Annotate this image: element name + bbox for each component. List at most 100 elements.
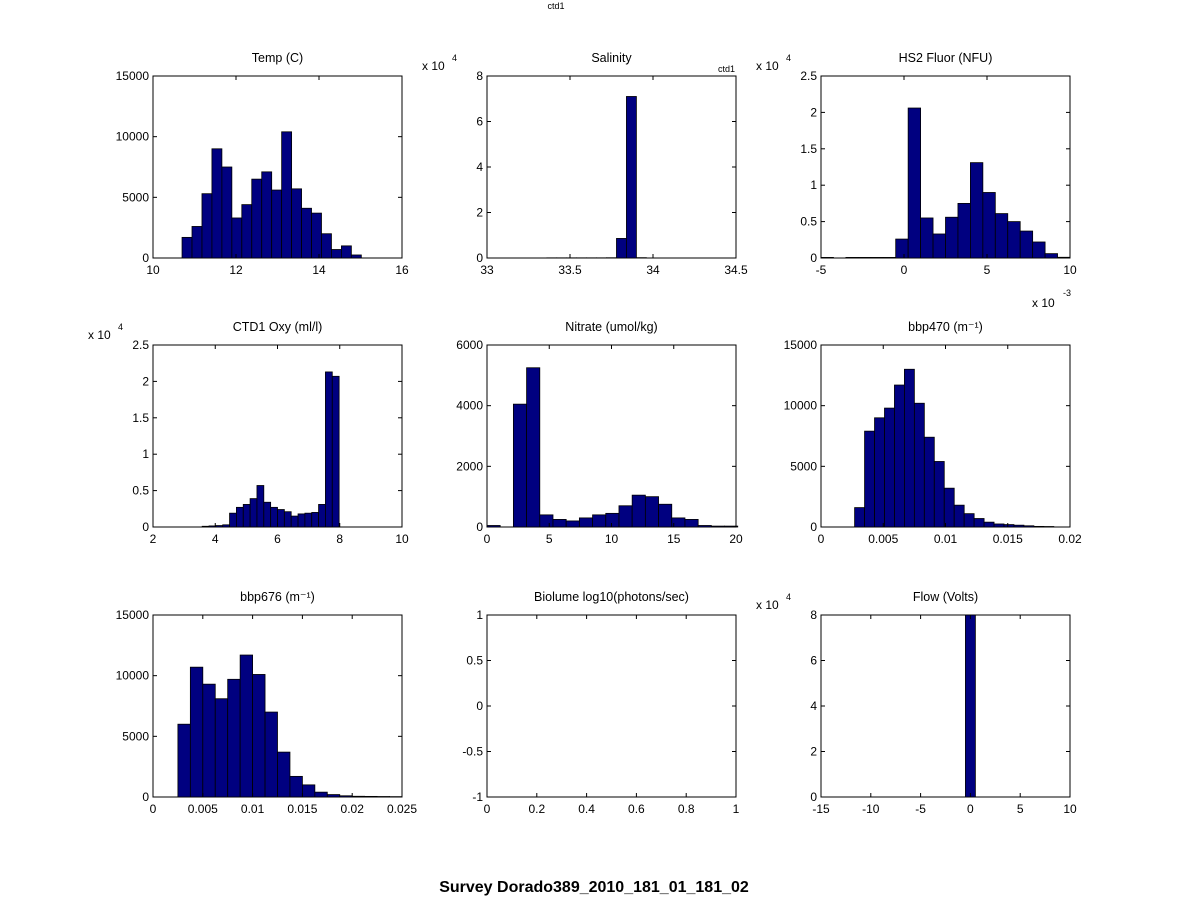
histogram-bar <box>289 775 303 798</box>
x-tick-label: 0.015 <box>287 802 317 816</box>
x-tick-label: 0 <box>967 802 974 816</box>
histogram-bar <box>870 257 884 259</box>
y-multiplier-label: x 10 <box>756 598 779 612</box>
histogram-bar <box>177 723 191 798</box>
histogram-bar <box>191 226 203 259</box>
histogram-bar <box>1044 253 1058 259</box>
x-tick-label: 10 <box>605 532 619 546</box>
histogram-bar <box>945 216 959 259</box>
histogram-panel: 0 5 10 15 20 0 2000 4000 6000 Nitrate (umol/kg) <box>456 320 743 546</box>
x-tick-label: 0.8 <box>678 802 695 816</box>
histogram-bar <box>644 496 659 528</box>
x-tick-label: 6 <box>274 532 281 546</box>
histogram-bar <box>236 506 244 528</box>
histogram-bar <box>264 711 278 798</box>
histogram-bar <box>994 213 1009 259</box>
x-tick-label: 0.6 <box>628 802 645 816</box>
histogram-bar <box>314 791 328 798</box>
histogram-bar <box>970 162 984 259</box>
histogram-bar <box>301 784 316 798</box>
histogram-bar <box>201 525 210 528</box>
figure-top-label: ctd1 <box>547 1 564 11</box>
x-tick-label: 0.015 <box>993 532 1023 546</box>
histogram-panel: 0 0.005 0.01 0.015 0.02 0.025 0 5000 10000 15000 b… <box>116 590 418 816</box>
y-tick-label: -0.5 <box>462 745 483 759</box>
chart-title: Biolume log10(photons/sec) <box>534 590 689 604</box>
x-tick-label: 0 <box>484 802 491 816</box>
y-tick-label: 2.5 <box>800 69 817 83</box>
chart-title: Salinity <box>591 51 632 65</box>
histogram-bar <box>592 514 607 528</box>
x-tick-label: 0.02 <box>341 802 365 816</box>
histogram-bar <box>341 245 352 259</box>
x-tick-label: 0.4 <box>578 802 595 816</box>
x-tick-label: 10 <box>1063 263 1077 277</box>
y-exponent-label: 4 <box>118 322 123 332</box>
histogram-panel: 0 0.2 0.4 0.6 0.8 1 -1 -0.5 0 0.5 1 Biolume log10(p… <box>462 590 739 816</box>
y-tick-label: 0 <box>142 520 149 534</box>
x-tick-label: 0 <box>818 532 825 546</box>
histogram-bar <box>895 238 909 259</box>
figure-suptitle: Survey Dorado389_2010_181_01_181_02 <box>439 879 749 896</box>
y-tick-label: 5000 <box>122 729 149 743</box>
histogram-bar <box>304 512 313 528</box>
histogram-bar <box>211 148 223 259</box>
histogram-bar <box>982 192 996 259</box>
histogram-bar <box>904 368 915 528</box>
inset-label: ctd1 <box>718 64 735 74</box>
y-tick-label: 2.5 <box>132 338 149 352</box>
histogram-bar <box>241 204 253 259</box>
histogram-bar <box>973 518 985 528</box>
x-tick-label: 34 <box>646 263 660 277</box>
histogram-bar <box>181 236 193 259</box>
histogram-bar <box>913 402 925 528</box>
histogram-bar <box>1019 230 1034 259</box>
histogram-bar <box>616 238 627 259</box>
histogram-bar <box>297 513 306 528</box>
histogram-bar <box>626 96 637 259</box>
histogram-bar <box>957 202 971 259</box>
y-tick-label: 8 <box>476 69 483 83</box>
x-tick-label: 0 <box>150 802 157 816</box>
histogram-bar <box>249 498 258 528</box>
histogram-bar <box>256 485 265 528</box>
histogram-bar <box>684 519 699 528</box>
histogram-bar <box>318 504 326 528</box>
y-tick-label: 0 <box>476 251 483 265</box>
y-exponent-label: 4 <box>786 592 791 602</box>
histogram-bar <box>242 504 251 528</box>
histogram-bar <box>894 384 905 528</box>
histogram-bar <box>263 501 272 528</box>
histogram-bar <box>283 511 292 528</box>
y-tick-label: 10000 <box>784 399 818 413</box>
histogram-bar <box>953 504 965 528</box>
x-tick-label: 0.01 <box>241 802 265 816</box>
y-tick-label: 15000 <box>116 69 150 83</box>
chart-title: bbp676 (m⁻¹) <box>240 590 315 604</box>
y-tick-label: 4 <box>810 699 817 713</box>
x-tick-label: 5 <box>984 263 991 277</box>
chart-title: CTD1 Oxy (ml/l) <box>233 320 323 334</box>
y-tick-label: 0 <box>142 251 149 265</box>
y-tick-label: 4000 <box>456 399 483 413</box>
y-tick-label: 0 <box>142 790 149 804</box>
y-tick-label: 0 <box>476 520 483 534</box>
y-multiplier-label: x 10 <box>756 59 779 73</box>
y-tick-label: 0.5 <box>132 484 149 498</box>
histogram-bar <box>943 487 955 528</box>
x-tick-label: 15 <box>667 532 681 546</box>
x-tick-label: 0.005 <box>188 802 218 816</box>
y-tick-label: 2 <box>810 745 817 759</box>
y-tick-label: 1 <box>142 447 149 461</box>
histogram-bar <box>271 189 283 259</box>
histogram-bar <box>201 193 213 259</box>
histogram-bar <box>658 503 673 528</box>
histogram-bar <box>325 371 333 528</box>
chart-title: HS2 Fluor (NFU) <box>899 51 993 65</box>
plot-area <box>820 614 1071 798</box>
histogram-bar <box>907 107 922 259</box>
histogram-bar <box>270 506 278 528</box>
histogram-bar <box>884 407 895 528</box>
histogram-bar <box>963 513 975 528</box>
y-tick-label: 10000 <box>116 669 150 683</box>
